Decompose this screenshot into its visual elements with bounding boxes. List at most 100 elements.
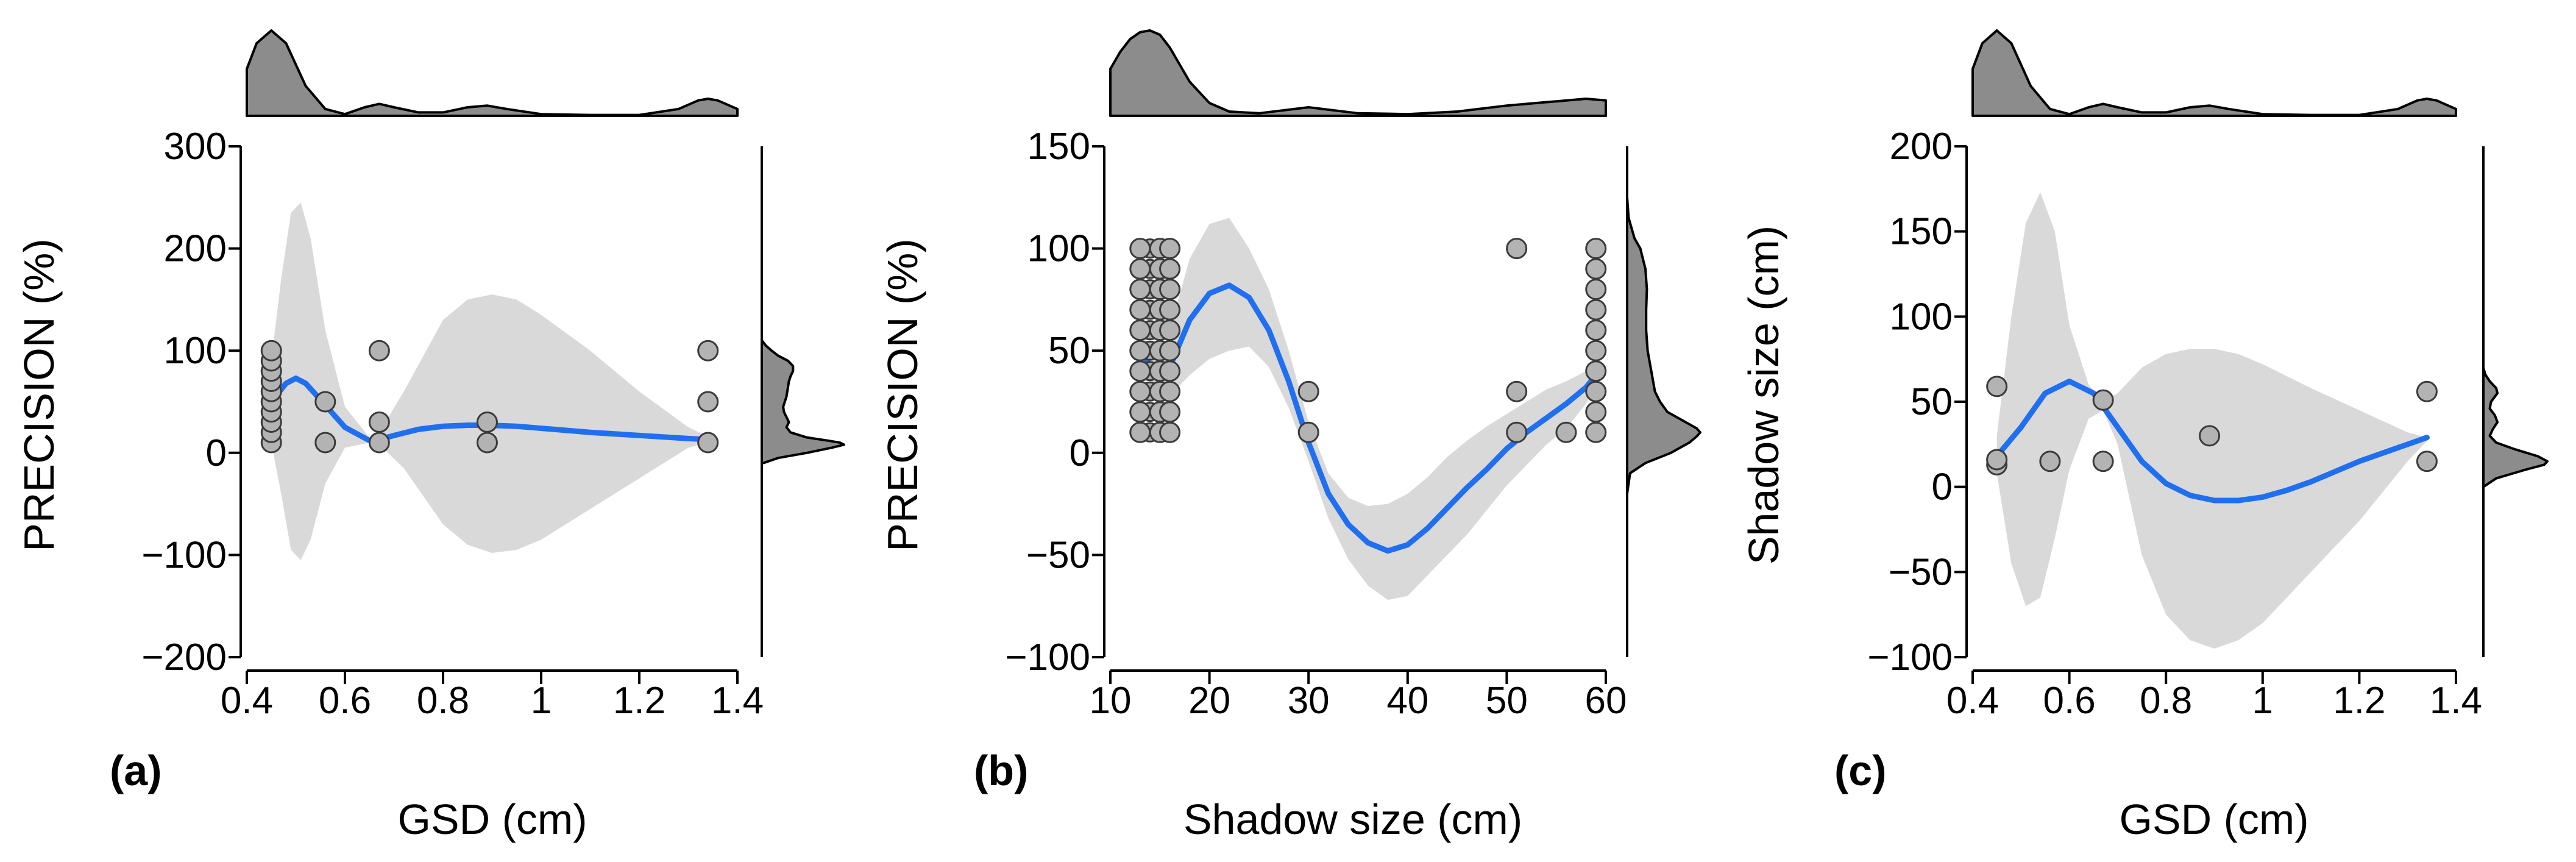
panel-b: PRECISION (%) Shadow size (cm) (b) 10 20 3… <box>879 29 1701 843</box>
data-point <box>2092 389 2114 411</box>
y-tick-label: 0 <box>1070 432 1090 474</box>
data-point <box>1506 380 1528 402</box>
x-tick-label: 0.6 <box>2043 680 2095 722</box>
data-point <box>1986 376 2008 397</box>
y-tick-label: −100 <box>1867 636 1953 679</box>
y-tick-label: 0 <box>206 432 227 474</box>
y-tick-label: 100 <box>1027 228 1090 270</box>
x-tick-label: 10 <box>1090 680 1132 722</box>
x-tick-label: 1.2 <box>2333 680 2385 722</box>
panel-a: PRECISION (%) GSD (cm) (a) 0.4 0.6 0.8 1 1.2… <box>15 29 845 843</box>
confidence-band <box>1996 192 2427 649</box>
x-tick-label: 1.4 <box>711 680 764 722</box>
y-tick-label: 200 <box>1890 126 1953 168</box>
data-point <box>1986 449 2008 471</box>
y-tick-label: 200 <box>164 228 227 270</box>
x-axis-label: Shadow size (cm) <box>1183 796 1522 843</box>
data-point <box>1129 340 1151 362</box>
data-point <box>1159 279 1181 301</box>
data-point <box>314 391 336 413</box>
data-point <box>1159 340 1181 362</box>
data-point <box>314 432 336 454</box>
data-point <box>1555 421 1577 443</box>
data-point <box>2199 425 2221 447</box>
data-point <box>1159 360 1181 382</box>
x-tick-label: 0.4 <box>1946 680 1999 722</box>
y-tick-label: 100 <box>1890 296 1953 338</box>
data-point <box>2092 451 2114 472</box>
data-point <box>1585 319 1607 341</box>
smooth-curve <box>268 375 711 444</box>
x-tick-label: 20 <box>1188 680 1230 722</box>
data-point <box>1585 258 1607 280</box>
data-point <box>1506 421 1528 443</box>
data-point <box>1585 401 1607 423</box>
data-point <box>476 432 498 454</box>
data-point <box>1129 401 1151 423</box>
data-point <box>1159 238 1181 260</box>
y-axis-label: PRECISION (%) <box>15 238 63 551</box>
data-point <box>368 432 390 454</box>
data-point <box>1585 299 1607 321</box>
data-point <box>697 432 719 454</box>
data-point <box>1585 238 1607 260</box>
x-tick-label: 0.8 <box>2140 680 2192 722</box>
x-tick-label: 30 <box>1288 680 1330 722</box>
panel-label: (b) <box>974 747 1028 794</box>
x-tick-label: 50 <box>1486 680 1528 722</box>
smooth-curve <box>1994 378 2430 504</box>
y-tick-label: 50 <box>1048 330 1090 372</box>
data-point <box>1159 380 1181 402</box>
data-point <box>1129 380 1151 402</box>
data-point <box>1506 238 1528 260</box>
data-point <box>1129 319 1151 341</box>
y-tick-label: 100 <box>164 330 227 372</box>
data-point <box>697 340 719 362</box>
x-tick-label: 1.4 <box>2430 680 2482 722</box>
y-tick-label: −100 <box>141 534 227 576</box>
x-tick-label: 1 <box>2252 680 2273 722</box>
data-point <box>368 340 390 362</box>
data-point <box>2416 451 2438 472</box>
data-point <box>1297 380 1319 402</box>
y-tick-label: −200 <box>141 636 227 679</box>
data-point <box>1297 421 1319 443</box>
x-tick-label: 0.4 <box>221 680 273 722</box>
top-density <box>1971 29 2457 117</box>
data-point <box>476 411 498 433</box>
data-point <box>1129 238 1151 260</box>
right-density <box>2482 366 2549 488</box>
x-tick-label: 60 <box>1585 680 1627 722</box>
y-tick-label: 150 <box>1890 211 1953 253</box>
data-point <box>1129 279 1151 301</box>
data-point <box>1159 421 1181 443</box>
x-tick-label: 0.8 <box>417 680 469 722</box>
y-axis-label: PRECISION (%) <box>879 238 926 551</box>
y-tick-label: −50 <box>1889 551 1953 593</box>
data-point <box>2039 451 2061 472</box>
data-point <box>1159 258 1181 280</box>
data-point <box>697 391 719 413</box>
right-density <box>761 339 845 465</box>
data-point <box>1585 360 1607 382</box>
top-density <box>246 29 739 117</box>
data-point <box>1129 360 1151 382</box>
data-point <box>260 340 282 362</box>
data-point <box>1585 380 1607 402</box>
y-tick-label: 300 <box>164 126 227 168</box>
y-tick-label: −50 <box>1026 534 1090 576</box>
x-tick-label: 1 <box>531 680 552 722</box>
x-tick-label: 40 <box>1386 680 1428 722</box>
data-point <box>1159 299 1181 321</box>
data-point <box>1585 340 1607 362</box>
data-point <box>1129 258 1151 280</box>
panel-c: Shadow size (cm) GSD (cm) (c) 0.4 0.6 0.8 1… <box>1740 29 2549 843</box>
y-tick-label: 150 <box>1027 126 1090 168</box>
x-axis-label: GSD (cm) <box>397 796 587 843</box>
panel-label: (a) <box>110 747 162 794</box>
data-point <box>1129 299 1151 321</box>
confidence-band <box>1140 218 1596 600</box>
x-tick-label: 0.6 <box>319 680 371 722</box>
data-point <box>368 411 390 433</box>
data-point <box>1129 421 1151 443</box>
